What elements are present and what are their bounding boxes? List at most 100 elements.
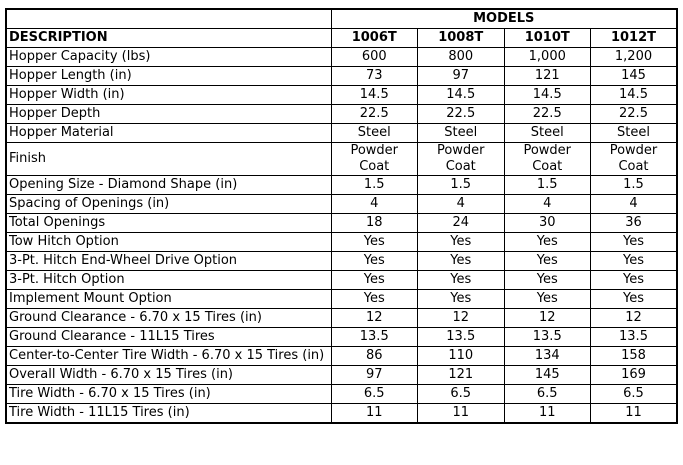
table-row: Opening Size - Diamond Shape (in) 1.5 1.5 1…	[5, 175, 678, 195]
model-header: 1008T	[417, 28, 505, 48]
model-header: 1006T	[330, 28, 418, 48]
value-cell: 1.5	[330, 175, 418, 195]
row-label: Implement Mount Option	[5, 289, 332, 309]
row-label: Center-to-Center Tire Width - 6.70 x 15 …	[5, 346, 332, 366]
value-cell: Powder Coat	[417, 142, 505, 176]
value-cell: 18	[330, 213, 418, 233]
value-cell: 1.5	[417, 175, 505, 195]
value-cell: 30	[503, 213, 591, 233]
value-cell: 145	[590, 66, 678, 86]
value-cell: 14.5	[590, 85, 678, 105]
value-cell: 110	[417, 346, 505, 366]
row-label: Hopper Capacity (lbs)	[5, 47, 332, 67]
value-cell: Yes	[590, 232, 678, 252]
value-cell: 73	[330, 66, 418, 86]
value-cell: Yes	[590, 289, 678, 309]
row-label: Hopper Material	[5, 123, 332, 143]
value-cell: 13.5	[590, 327, 678, 347]
value-cell: 145	[503, 365, 591, 385]
value-cell: 121	[503, 66, 591, 86]
value-cell: 24	[417, 213, 505, 233]
value-cell: 86	[330, 346, 418, 366]
value-cell: 800	[417, 47, 505, 67]
value-cell: Yes	[330, 251, 418, 271]
table-row: Hopper Width (in) 14.5 14.5 14.5 14.5	[5, 85, 678, 105]
table-row: Implement Mount Option Yes Yes Yes Yes	[5, 289, 678, 309]
value-cell: Yes	[503, 270, 591, 290]
value-cell: 169	[590, 365, 678, 385]
row-label: Tire Width - 11L15 Tires (in)	[5, 403, 332, 424]
value-cell: 12	[590, 308, 678, 328]
specifications-table: MODELS DESCRIPTION 1006T 1008T 1010T 101…	[5, 8, 678, 424]
value-cell: 6.5	[417, 384, 505, 404]
value-cell: 11	[330, 403, 418, 424]
value-cell: 4	[503, 194, 591, 214]
table-row: Tow Hitch Option Yes Yes Yes Yes	[5, 232, 678, 252]
value-cell: Yes	[503, 289, 591, 309]
value-cell: Powder Coat	[503, 142, 591, 176]
value-cell: 36	[590, 213, 678, 233]
value-cell: 14.5	[417, 85, 505, 105]
model-header: 1012T	[590, 28, 678, 48]
row-label: Tow Hitch Option	[5, 232, 332, 252]
value-cell: 12	[417, 308, 505, 328]
row-label: Spacing of Openings (in)	[5, 194, 332, 214]
value-cell: 11	[590, 403, 678, 424]
value-cell: 4	[330, 194, 418, 214]
value-cell: Powder Coat	[590, 142, 678, 176]
value-cell: 14.5	[330, 85, 418, 105]
description-header: DESCRIPTION	[5, 28, 332, 48]
value-cell: 12	[503, 308, 591, 328]
value-cell: 6.5	[330, 384, 418, 404]
header-group-row: MODELS	[5, 8, 678, 29]
table-row: Finish Powder Coat Powder Coat Powder Coat P…	[5, 142, 678, 176]
value-cell: 4	[590, 194, 678, 214]
row-label: 3-Pt. Hitch Option	[5, 270, 332, 290]
row-label: Hopper Width (in)	[5, 85, 332, 105]
value-cell: 97	[417, 66, 505, 86]
value-cell: 6.5	[503, 384, 591, 404]
row-label: Total Openings	[5, 213, 332, 233]
value-cell: Yes	[330, 289, 418, 309]
model-header: 1010T	[503, 28, 591, 48]
value-cell: 22.5	[417, 104, 505, 124]
value-cell: Steel	[330, 123, 418, 143]
value-cell: 121	[417, 365, 505, 385]
table-row: Ground Clearance - 11L15 Tires 13.5 13.5 13…	[5, 327, 678, 347]
value-cell: Yes	[330, 232, 418, 252]
value-cell: 97	[330, 365, 418, 385]
value-cell: 12	[330, 308, 418, 328]
table-row: Tire Width - 11L15 Tires (in) 11 11 11 11	[5, 403, 678, 424]
value-cell: 1,000	[503, 47, 591, 67]
value-cell: 22.5	[330, 104, 418, 124]
value-cell: Yes	[417, 270, 505, 290]
value-cell: 22.5	[503, 104, 591, 124]
row-label: Overall Width - 6.70 x 15 Tires (in)	[5, 365, 332, 385]
value-cell: 13.5	[417, 327, 505, 347]
table-row: 3-Pt. Hitch End-Wheel Drive Option Yes Yes…	[5, 251, 678, 271]
row-label: Hopper Depth	[5, 104, 332, 124]
value-cell: Yes	[503, 232, 591, 252]
row-label: Hopper Length (in)	[5, 66, 332, 86]
table-row: Total Openings 18 24 30 36	[5, 213, 678, 233]
value-cell: Steel	[503, 123, 591, 143]
table-row: Spacing of Openings (in) 4 4 4 4	[5, 194, 678, 214]
value-cell: Yes	[590, 270, 678, 290]
table-row: Hopper Depth 22.5 22.5 22.5 22.5	[5, 104, 678, 124]
value-cell: 158	[590, 346, 678, 366]
row-label: Tire Width - 6.70 x 15 Tires (in)	[5, 384, 332, 404]
value-cell: 11	[417, 403, 505, 424]
value-cell: Yes	[590, 251, 678, 271]
table-row: Hopper Material Steel Steel Steel Steel	[5, 123, 678, 143]
value-cell: 13.5	[330, 327, 418, 347]
header-row: DESCRIPTION 1006T 1008T 1010T 1012T	[5, 28, 678, 48]
row-label: Ground Clearance - 11L15 Tires	[5, 327, 332, 347]
table-row: Tire Width - 6.70 x 15 Tires (in) 6.5 6.5 6…	[5, 384, 678, 404]
table-row: Hopper Length (in) 73 97 121 145	[5, 66, 678, 86]
value-cell: 11	[503, 403, 591, 424]
value-cell: Yes	[417, 289, 505, 309]
value-cell: 6.5	[590, 384, 678, 404]
table-row: Overall Width - 6.70 x 15 Tires (in) 97 12…	[5, 365, 678, 385]
value-cell: Steel	[590, 123, 678, 143]
value-cell: 13.5	[503, 327, 591, 347]
